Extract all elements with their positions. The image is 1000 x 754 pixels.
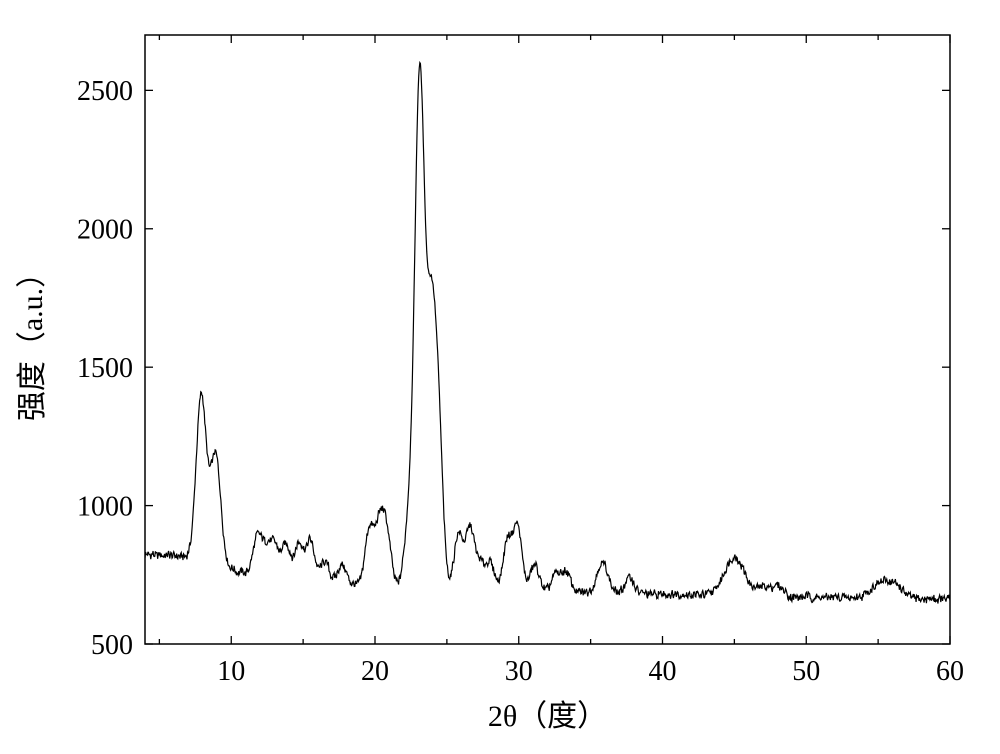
y-tick-label: 1500 (77, 353, 133, 384)
x-tick-label: 40 (649, 656, 677, 687)
xrd-chart: 10 20 30 40 50 60 500 1000 1500 2000 2500 2θ（度） 强度（a… (0, 0, 1000, 754)
x-tick-label: 10 (217, 656, 245, 687)
y-axis-label: 强度（a.u.） (16, 258, 49, 421)
x-axis-label: 2θ（度） (488, 700, 607, 733)
chart-svg: 10 20 30 40 50 60 500 1000 1500 2000 2500 2θ（度） 强度（a… (0, 0, 1000, 754)
x-tick-label: 50 (792, 656, 820, 687)
x-tick-label: 30 (505, 656, 533, 687)
y-tick-label: 2500 (77, 76, 133, 107)
y-tick-label: 500 (91, 630, 133, 661)
x-tick-label: 20 (361, 656, 389, 687)
y-tick-label: 1000 (77, 491, 133, 522)
x-tick-label: 60 (936, 656, 964, 687)
y-tick-label: 2000 (77, 215, 133, 246)
